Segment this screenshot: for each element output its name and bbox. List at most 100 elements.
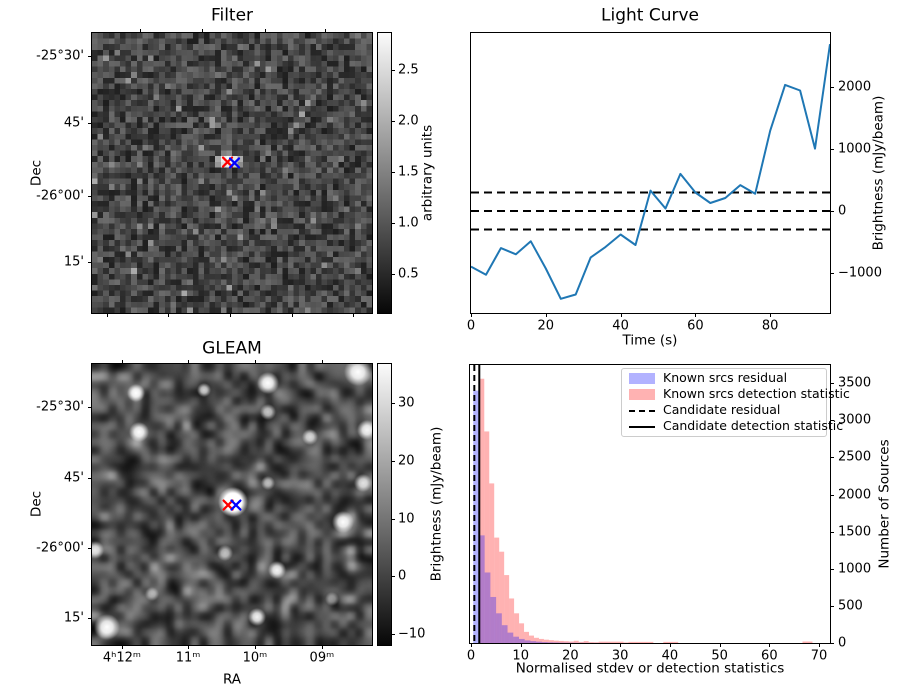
axis-tick-mark [88, 548, 92, 550]
axis-tick-mark [830, 272, 834, 274]
gleam-colorbar-tick-label: −10 [398, 626, 426, 642]
axis-tick-mark [470, 643, 472, 647]
axis-tick-mark [88, 262, 92, 264]
axis-tick-mark [391, 274, 395, 276]
axis-tick-mark [830, 149, 834, 151]
axis-tick-mark [324, 29, 326, 33]
legend-patch-swatch [629, 389, 655, 400]
axis-tick-mark [769, 643, 771, 647]
axis-tick-mark [830, 605, 834, 607]
filter-colorbar-label: arbitrary units [419, 124, 436, 222]
histogram-xtick-label: 60 [761, 648, 778, 664]
gleam-xtick-label: 09ᵐ [309, 650, 335, 666]
filter-candidate-markers [221, 156, 241, 169]
axis-tick-mark [669, 643, 671, 647]
histogram-ytick-label: 3500 [838, 375, 872, 391]
axis-tick-mark [620, 313, 622, 317]
axis-tick-mark [88, 618, 92, 620]
axis-tick-mark [121, 360, 123, 364]
axis-tick-mark [254, 360, 256, 364]
histogram-ytick-label: 500 [838, 598, 863, 614]
gleam-ylabel: Dec [28, 490, 45, 518]
gleam-candidate-markers [222, 499, 242, 511]
filter-ylabel: Dec [28, 159, 45, 187]
axis-tick-mark [391, 633, 395, 635]
gleam-colorbar-tick-label: 0 [398, 568, 407, 584]
axis-tick-mark [352, 313, 354, 317]
legend-label: Known srcs residual [663, 370, 788, 386]
axis-tick-mark [202, 29, 204, 33]
histogram-xtick-label: 0 [466, 648, 476, 664]
light-curve-plot [471, 43, 830, 300]
axis-tick-mark [570, 643, 572, 647]
light-curve-xtick-label: 80 [761, 318, 779, 334]
axis-tick-mark [107, 313, 109, 317]
histogram-legend: Known srcs residual Known srcs detection … [621, 368, 850, 437]
filter-title: Filter [210, 5, 254, 26]
gleam-image-panel [91, 363, 373, 646]
filter-colorbar-tick-label: 0.5 [398, 266, 419, 282]
light-curve-xtick-label: 40 [612, 318, 629, 334]
light-curve-panel [470, 32, 831, 314]
filter-colorbar-tick-label: 1.5 [398, 164, 419, 180]
gleam-ytick-label: -25°30' [36, 399, 84, 415]
histogram-xtick-label: 50 [711, 648, 728, 664]
filter-ytick-label: 45' [63, 115, 84, 131]
axis-tick-mark [391, 120, 395, 122]
legend-entry: Known srcs residual [622, 371, 826, 387]
axis-tick-mark [545, 313, 547, 317]
axis-tick-mark [88, 55, 92, 57]
axis-tick-mark [830, 568, 834, 570]
histogram-ytick-label: 0 [838, 635, 847, 651]
histogram-ylabel: Number of Sources [876, 439, 893, 569]
gleam-colorbar-label: Brightness (mJy/beam) [428, 426, 445, 582]
legend-label: Known srcs detection statistic [663, 386, 850, 402]
legend-line-swatch [629, 409, 655, 412]
histogram-ytick-label: 2000 [838, 487, 872, 503]
gleam-ytick-label: -26°00' [36, 540, 84, 556]
histogram-ytick-label: 1500 [838, 524, 872, 540]
legend-label: Candidate detection statistic [663, 418, 844, 434]
axis-tick-mark [254, 645, 256, 649]
axis-tick-mark [620, 643, 622, 647]
axis-tick-mark [88, 195, 92, 197]
histogram-ytick-label: 3000 [838, 412, 872, 428]
histogram-plot [473, 365, 813, 643]
axis-tick-mark [391, 403, 395, 405]
axis-tick-mark [291, 313, 293, 317]
light-curve-xlabel: Time (s) [622, 332, 678, 349]
gleam-xlabel: RA [222, 671, 242, 688]
axis-tick-mark [391, 518, 395, 520]
axis-tick-mark [188, 645, 190, 649]
axis-tick-mark [830, 420, 834, 422]
filter-colorbar [377, 32, 392, 314]
gleam-xtick-label: 11ᵐ [175, 650, 201, 666]
axis-tick-mark [139, 29, 141, 33]
gleam-ytick-label: 15' [63, 610, 84, 626]
histogram-xtick-label: 40 [661, 648, 679, 664]
axis-tick-mark [391, 172, 395, 174]
light-curve-ylabel: Brightness (mJy/beam) [870, 95, 887, 251]
filter-colorbar-tick-label: 2.5 [398, 62, 419, 78]
light-curve-xtick-label: 20 [537, 318, 555, 334]
axis-tick-mark [88, 406, 92, 408]
axis-tick-mark [830, 211, 834, 212]
axis-tick-mark [230, 313, 232, 317]
axis-tick-mark [695, 313, 697, 317]
histogram-xtick-label: 10 [512, 648, 529, 664]
axis-tick-mark [830, 87, 834, 89]
legend-line-swatch [629, 425, 655, 428]
filter-ytick-label: -26°00' [36, 188, 84, 204]
axis-tick-mark [188, 360, 190, 364]
legend-label: Candidate residual [663, 402, 781, 418]
axis-tick-mark [265, 29, 267, 33]
axis-tick-mark [88, 478, 92, 480]
gleam-colorbar-tick-label: 30 [398, 395, 415, 411]
light-curve-ytick-label: 2000 [838, 79, 872, 95]
filter-image-canvas [92, 33, 372, 313]
filter-ytick-label: -25°30' [36, 48, 84, 64]
axis-tick-mark [830, 457, 834, 459]
light-curve-xtick-label: 0 [466, 318, 476, 334]
filter-image-panel [91, 32, 373, 314]
axis-tick-mark [121, 645, 123, 649]
